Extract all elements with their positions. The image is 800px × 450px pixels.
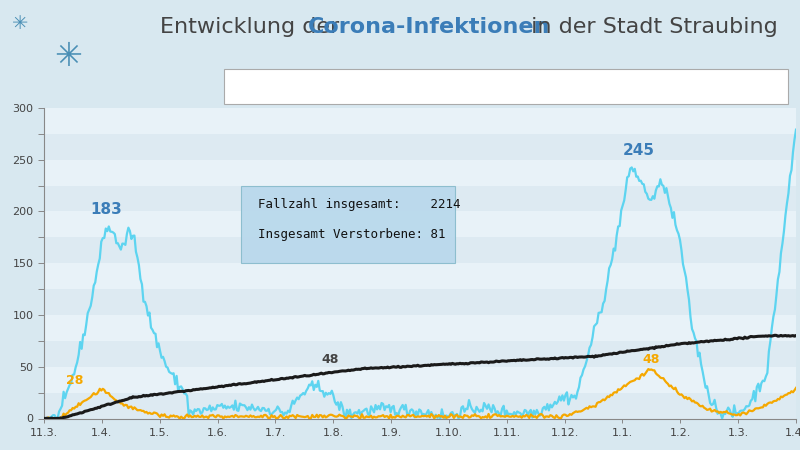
Bar bbox=[44, 212, 796, 237]
Text: ✳: ✳ bbox=[12, 14, 28, 33]
Text: 183: 183 bbox=[90, 202, 122, 216]
Text: in der Stadt Straubing: in der Stadt Straubing bbox=[524, 17, 778, 37]
Text: Corona-Infektionen: Corona-Infektionen bbox=[308, 17, 550, 37]
Text: Insgesamt Verstorbene: 81: Insgesamt Verstorbene: 81 bbox=[258, 228, 446, 241]
Text: 28: 28 bbox=[66, 374, 83, 387]
Bar bbox=[44, 185, 796, 211]
Bar bbox=[44, 237, 796, 263]
Text: Fallzahl insgesamt:    2214: Fallzahl insgesamt: 2214 bbox=[258, 198, 461, 211]
Text: ✳: ✳ bbox=[54, 40, 82, 72]
Text: Entwicklung der: Entwicklung der bbox=[160, 17, 346, 37]
Bar bbox=[44, 341, 796, 367]
Bar bbox=[44, 263, 796, 289]
Bar bbox=[44, 289, 796, 315]
Bar bbox=[44, 108, 796, 134]
Text: 48: 48 bbox=[642, 353, 660, 366]
Text: aktuell Infizierte: aktuell Infizierte bbox=[270, 81, 361, 91]
Bar bbox=[44, 367, 796, 392]
FancyBboxPatch shape bbox=[241, 185, 454, 263]
Bar bbox=[44, 160, 796, 185]
Text: mit Covid-19 Verstorbene: mit Covid-19 Verstorbene bbox=[454, 81, 597, 91]
Text: 245: 245 bbox=[622, 143, 654, 158]
Bar bbox=[44, 315, 796, 341]
Text: 48: 48 bbox=[322, 353, 339, 366]
Text: stationär Behandelte: stationär Behandelte bbox=[638, 81, 756, 91]
FancyBboxPatch shape bbox=[224, 68, 788, 104]
Bar bbox=[44, 392, 796, 418]
Bar bbox=[44, 134, 796, 160]
